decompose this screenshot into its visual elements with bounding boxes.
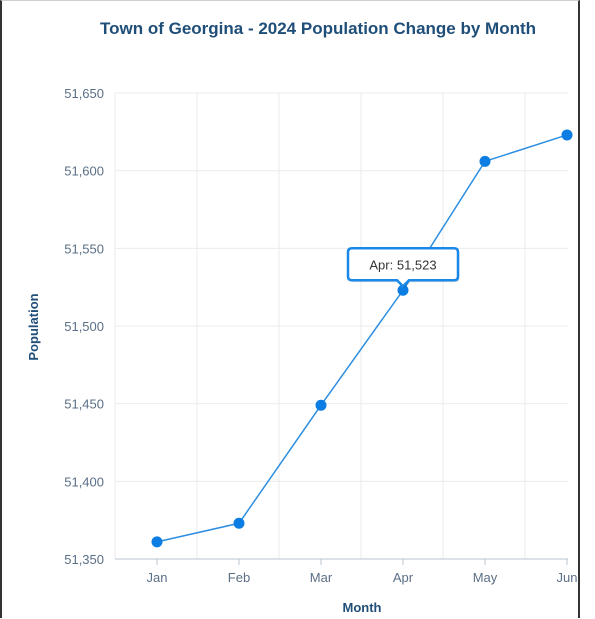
data-point-jan[interactable] [151, 536, 163, 548]
x-tick-label: May [473, 570, 498, 585]
x-tick-label: Mar [310, 570, 333, 585]
chart-title: Town of Georgina - 2024 Population Chang… [100, 19, 536, 38]
data-point-may[interactable] [479, 155, 491, 167]
series-population [156, 134, 568, 543]
y-tick-label: 51,650 [64, 86, 104, 101]
y-tick-label: 51,600 [64, 164, 104, 179]
chart-frame: Town of Georgina - 2024 Population Chang… [0, 0, 580, 618]
y-axis-ticks: 51,350 51,400 51,450 51,500 51,550 51,600 51,6… [64, 86, 104, 567]
x-axis-title: Month [343, 600, 382, 615]
y-axis-title: Population [26, 293, 41, 360]
x-tick-label: Apr [393, 570, 414, 585]
y-tick-label: 51,500 [64, 319, 104, 334]
x-tick-label: Jan [147, 570, 168, 585]
data-points [151, 129, 573, 548]
y-tick-label: 51,400 [64, 474, 104, 489]
data-point-jun[interactable] [561, 129, 573, 141]
x-tick-label: Jun [557, 570, 578, 585]
data-point-feb[interactable] [233, 517, 245, 529]
x-axis-ticks: Jan Feb Mar Apr May Jun [147, 559, 578, 585]
data-point-apr[interactable] [397, 284, 409, 296]
x-tick-label: Feb [228, 570, 250, 585]
tooltip-box [346, 247, 460, 289]
data-point-mar[interactable] [315, 399, 327, 411]
gridlines [114, 92, 568, 559]
series-line [156, 134, 568, 543]
population-line-chart: Town of Georgina - 2024 Population Chang… [26, 19, 578, 615]
y-tick-label: 51,450 [64, 397, 104, 412]
y-tick-label: 51,350 [64, 552, 104, 567]
y-tick-label: 51,550 [64, 241, 104, 256]
tooltip: Apr: 51,523 [346, 247, 460, 289]
tooltip-text: Apr: 51,523 [369, 257, 436, 272]
